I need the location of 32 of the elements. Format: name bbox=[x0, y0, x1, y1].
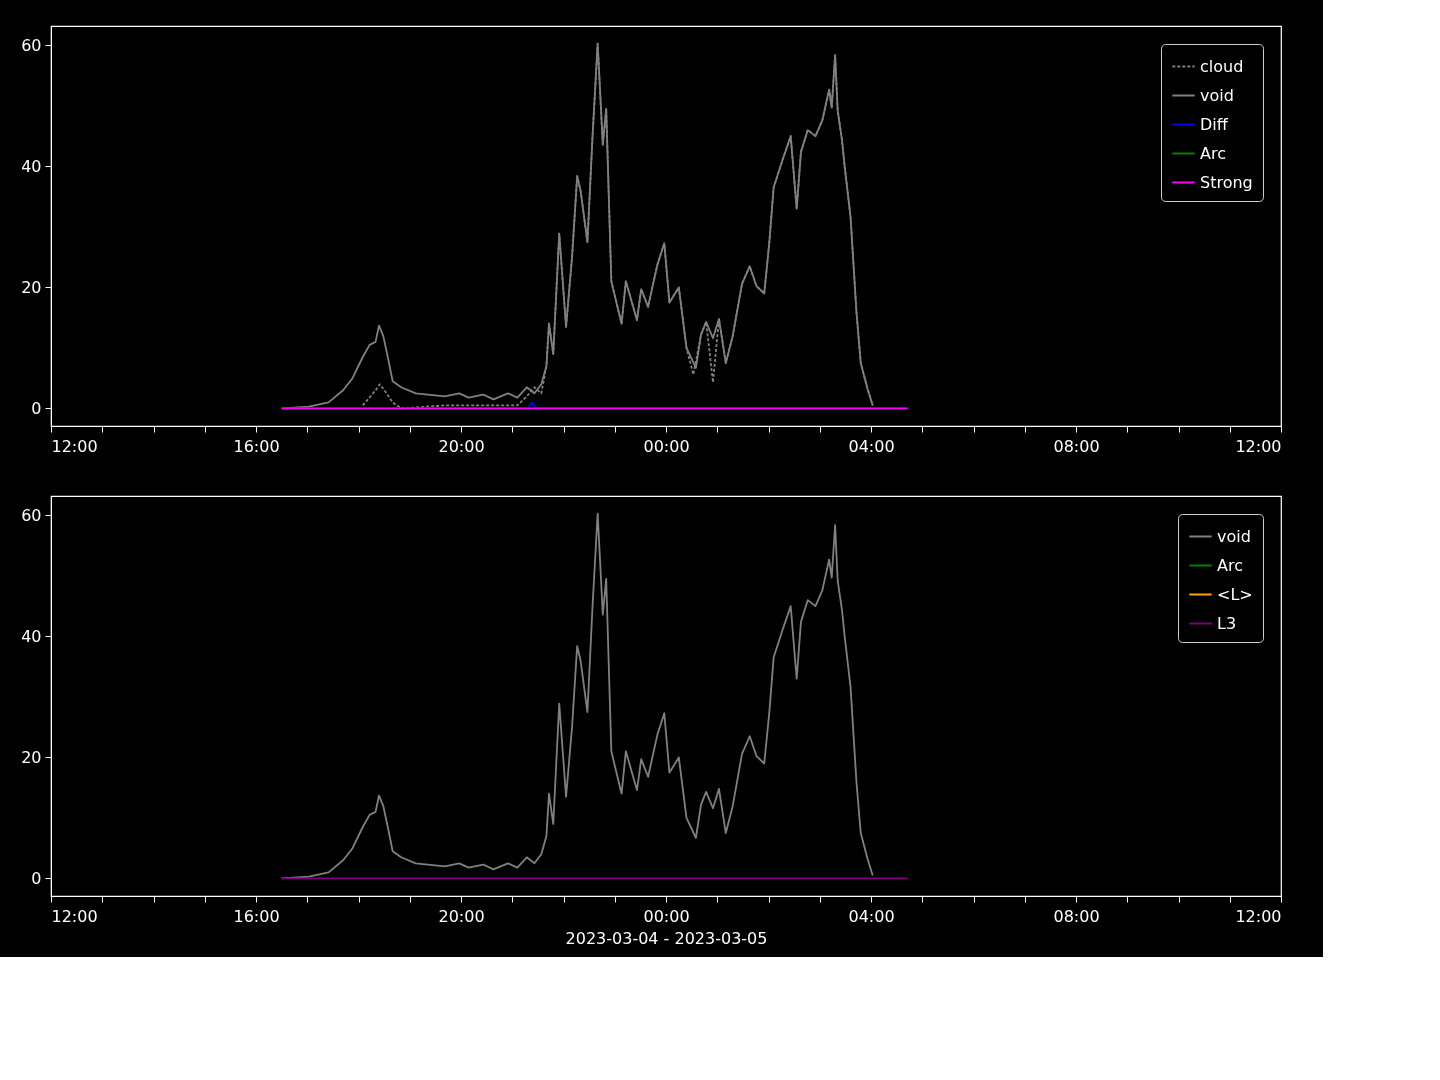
x-axis-title: 2023-03-04 - 2023-03-05 bbox=[565, 928, 768, 948]
legend-label: void bbox=[1217, 526, 1251, 546]
y-tick-label: 40 bbox=[21, 626, 42, 646]
x-tick-label: 12:00 bbox=[51, 906, 98, 926]
x-tick-label: 04:00 bbox=[848, 436, 895, 456]
x-tick-label: 20:00 bbox=[438, 906, 485, 926]
legend-label: void bbox=[1200, 85, 1234, 105]
x-tick-label: 00:00 bbox=[643, 436, 690, 456]
y-tick-label: 40 bbox=[21, 156, 42, 176]
legend-label: Diff bbox=[1200, 114, 1229, 134]
y-tick-label: 60 bbox=[21, 505, 42, 525]
y-tick-label: 0 bbox=[31, 398, 42, 418]
legend-label: Arc bbox=[1217, 555, 1243, 575]
x-tick-label: 08:00 bbox=[1053, 906, 1100, 926]
legend-label: cloud bbox=[1200, 56, 1244, 76]
legend-label: L3 bbox=[1217, 613, 1237, 633]
legend-label: Strong bbox=[1200, 172, 1253, 192]
legend-label: Arc bbox=[1200, 143, 1226, 163]
x-tick-label: 16:00 bbox=[233, 436, 280, 456]
x-tick-label: 00:00 bbox=[643, 906, 690, 926]
y-tick-label: 0 bbox=[31, 868, 42, 888]
y-tick-label: 20 bbox=[21, 277, 42, 297]
y-tick-label: 60 bbox=[21, 35, 42, 55]
legend-label: <L> bbox=[1217, 584, 1253, 604]
x-tick-label: 12:00 bbox=[1235, 906, 1282, 926]
x-tick-label: 16:00 bbox=[233, 906, 280, 926]
x-tick-label: 12:00 bbox=[51, 436, 98, 456]
x-tick-label: 08:00 bbox=[1053, 436, 1100, 456]
y-tick-label: 20 bbox=[21, 747, 42, 767]
x-tick-label: 04:00 bbox=[848, 906, 895, 926]
x-tick-label: 12:00 bbox=[1235, 436, 1282, 456]
x-tick-label: 20:00 bbox=[438, 436, 485, 456]
